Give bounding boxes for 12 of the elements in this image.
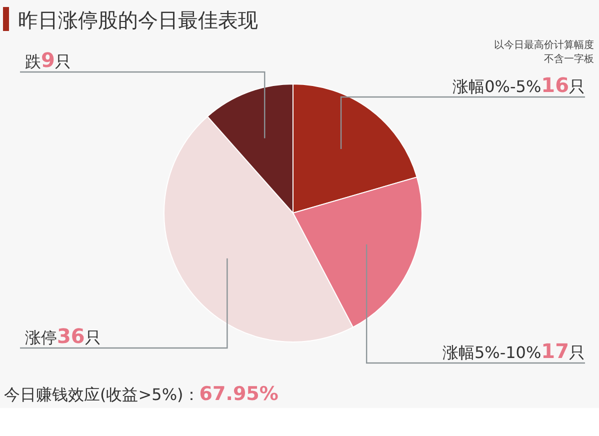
- text: 不含一字板: [544, 53, 594, 65]
- chart-title: 昨日涨停股的今日最佳表现: [18, 8, 258, 32]
- text: 以今日最高价计算幅度: [494, 39, 594, 51]
- data-label: 9只: [41, 48, 71, 72]
- slice-label: 跌: [25, 52, 41, 71]
- data-label: 16只: [541, 73, 585, 97]
- text: 今日赚钱效应(收益>5%)：67.95%: [4, 383, 278, 405]
- data-label: 36只: [57, 324, 101, 348]
- slice-label: 涨幅5%-10%: [442, 343, 542, 362]
- slice-label: 涨停: [25, 328, 57, 347]
- data-label: 17只: [541, 339, 585, 363]
- slice-label: 涨幅0%-5%: [452, 77, 542, 96]
